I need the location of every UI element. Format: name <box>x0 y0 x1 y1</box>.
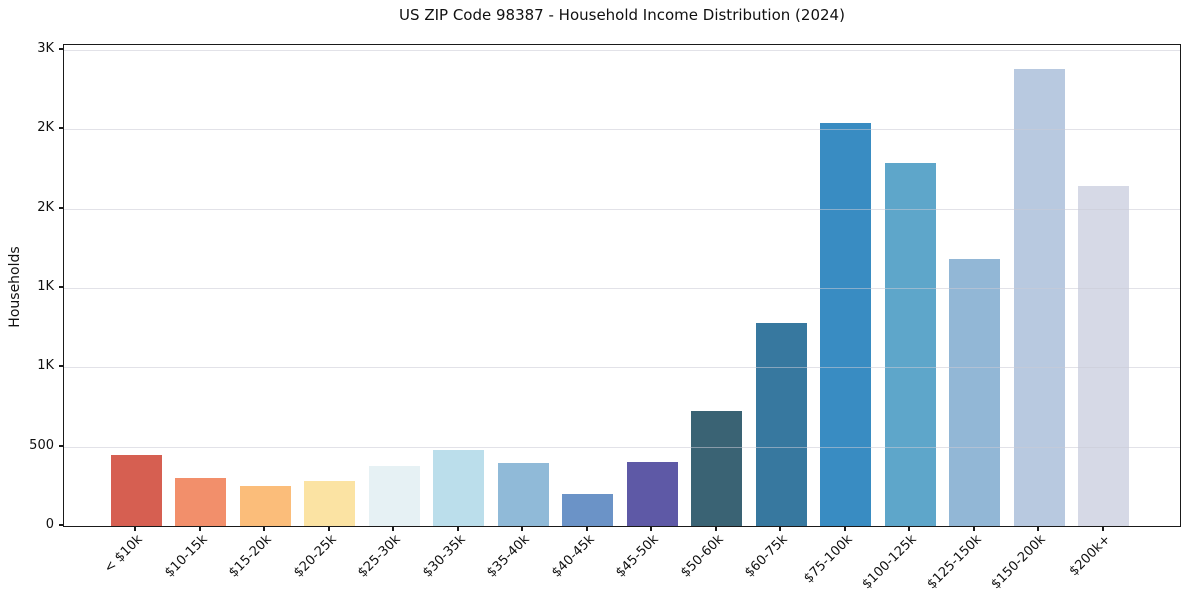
x-tick-mark-$75-100k <box>843 527 846 531</box>
y-tick-mark-1500 <box>59 285 63 288</box>
x-tick-mark-$50-60k <box>714 527 717 531</box>
x-tick-mark-$25-30k <box>392 527 394 531</box>
x-tick-mark-$60-75k <box>779 527 781 531</box>
y-tick-label-2000: 2K <box>37 199 54 215</box>
y-tick-mark-1000 <box>59 365 63 368</box>
bar-$50-60k <box>691 410 742 526</box>
gridline-y-1500 <box>64 287 1180 289</box>
x-tick-mark-$30-35k <box>456 527 459 531</box>
x-tick-mark-$45-50k <box>650 527 652 531</box>
bar-$10-15k <box>175 478 226 526</box>
bar-$200k+ <box>1078 186 1129 526</box>
gridline-y-2500 <box>64 129 1180 131</box>
x-tick-mark-$100-125k <box>908 527 910 531</box>
bar-$60-75k <box>755 322 807 526</box>
gridline-y-500 <box>64 446 1180 448</box>
x-tick-mark-$125-150k <box>972 527 975 531</box>
y-tick-mark-3000 <box>59 47 63 50</box>
gridline-y-1000 <box>64 367 1180 369</box>
x-tick-mark-$40-45k <box>585 527 588 531</box>
chart-title: US ZIP Code 98387 - Household Income Dis… <box>399 6 845 24</box>
y-tick-mark-0 <box>59 524 63 526</box>
bar-$35-40k <box>497 463 549 526</box>
plot-area <box>63 44 1181 527</box>
x-tick-label-< $10k: < $10k <box>101 532 146 577</box>
x-tick-mark-$150-200k <box>1037 527 1039 531</box>
x-tick-mark-$10-15k <box>198 527 201 531</box>
gridline-y-3000 <box>64 49 1180 51</box>
bar-< $10k <box>110 454 162 526</box>
y-tick-mark-2000 <box>59 206 63 209</box>
y-tick-mark-2500 <box>59 127 63 130</box>
bar-$20-25k <box>304 480 355 526</box>
bar-$100-125k <box>884 163 936 526</box>
y-tick-label-2500: 2K <box>37 120 54 136</box>
gridline-y-2000 <box>64 208 1180 210</box>
x-tick-mark-$15-20k <box>263 527 265 531</box>
bar-$30-35k <box>433 449 484 526</box>
y-tick-label-3000: 3K <box>37 40 54 56</box>
bar-$150-200k <box>1013 68 1065 526</box>
y-tick-label-1000: 1K <box>37 358 54 374</box>
y-tick-label-500: 500 <box>29 437 54 453</box>
x-tick-mark-$20-25k <box>327 527 330 531</box>
bar-$75-100k <box>820 122 871 526</box>
bar-$40-45k <box>562 494 613 526</box>
bar-$25-30k <box>368 465 420 526</box>
bar-$45-50k <box>626 461 678 526</box>
y-tick-label-0: 0 <box>45 517 54 532</box>
bar-$15-20k <box>239 486 291 526</box>
y-tick-label-1500: 1K <box>37 278 54 294</box>
x-tick-mark-< $10k <box>134 527 136 531</box>
bar-$125-150k <box>949 259 1000 526</box>
y-tick-mark-500 <box>59 444 63 447</box>
x-tick-mark-$35-40k <box>521 527 523 531</box>
x-tick-mark-$200k+ <box>1101 527 1104 531</box>
